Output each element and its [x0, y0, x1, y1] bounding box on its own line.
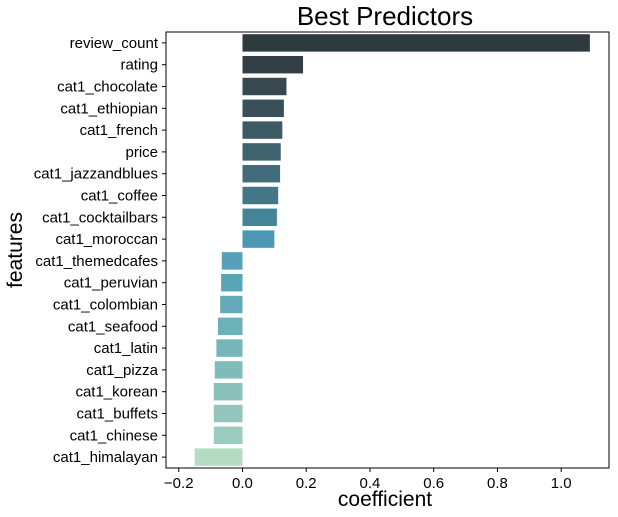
- bar-cat1-moroccan: [242, 230, 275, 248]
- x-axis-ticks: −0.2 0.0 0.2 0.4 0.6 0.8 1.0: [164, 468, 572, 492]
- bar-cat1-latin: [216, 339, 243, 357]
- x-axis-label: coefficient: [338, 488, 432, 511]
- x-tick-label: 1.0: [551, 475, 572, 492]
- bar-cat1-jazzandblues: [242, 164, 281, 183]
- y-tick-label: price: [125, 144, 158, 161]
- x-tick-label: 0.0: [232, 475, 253, 492]
- y-tick-label: review_count: [70, 35, 159, 52]
- y-tick-label: cat1_peruvian: [64, 275, 158, 292]
- bar-cat1-chocolate: [242, 77, 287, 96]
- y-tick-label: cat1_pizza: [86, 362, 158, 379]
- bar-cat1-colombian: [220, 295, 243, 314]
- y-tick-label: cat1_coffee: [81, 188, 158, 205]
- y-tick-label: cat1_korean: [75, 384, 158, 401]
- y-tick-label: cat1_moroccan: [55, 231, 158, 248]
- y-tick-label: cat1_buffets: [77, 406, 158, 423]
- bar-price: [242, 143, 281, 161]
- x-tick-label: 0.6: [423, 475, 444, 492]
- y-tick-label: cat1_themedcafes: [35, 253, 158, 270]
- bar-cat1-ethiopian: [242, 99, 284, 118]
- bar-cat1-french: [242, 121, 283, 139]
- bar-cat1-themedcafes: [221, 252, 243, 270]
- y-tick-label: cat1_seafood: [68, 318, 158, 335]
- bar-cat1-seafood: [217, 317, 243, 336]
- x-tick-label: −0.2: [164, 475, 194, 492]
- y-tick-label: cat1_himalayan: [53, 449, 158, 466]
- x-tick-label: 0.8: [487, 475, 508, 492]
- bar-cat1-cocktailbars: [242, 208, 277, 227]
- y-tick-label: cat1_french: [80, 122, 158, 139]
- chart-title: Best Predictors: [297, 1, 473, 31]
- x-tick-label: 0.2: [296, 475, 317, 492]
- bar-cat1-korean: [213, 382, 243, 401]
- y-tick-label: cat1_chinese: [70, 427, 158, 444]
- plot-frame: [165, 31, 610, 469]
- y-tick-label: cat1_latin: [94, 340, 158, 357]
- bar-rating: [242, 55, 304, 74]
- y-tick-label: cat1_jazzandblues: [34, 166, 158, 183]
- x-tick-label: 0.4: [360, 475, 381, 492]
- y-axis-label: features: [4, 212, 27, 288]
- bar-cat1-peruvian: [221, 273, 243, 292]
- y-tick-label: cat1_colombian: [53, 297, 158, 314]
- bar-review-count: [242, 34, 590, 52]
- bar-cat1-himalayan: [194, 448, 243, 466]
- bar-cat1-pizza: [214, 361, 243, 379]
- y-tick-label: cat1_cocktailbars: [42, 209, 158, 226]
- y-tick-label: cat1_chocolate: [57, 79, 158, 96]
- y-tick-label: rating: [120, 57, 158, 74]
- bar-cat1-coffee: [242, 186, 279, 205]
- bars-group: [194, 34, 590, 466]
- bar-cat1-chinese: [213, 426, 243, 445]
- bar-cat1-buffets: [213, 404, 243, 423]
- y-tick-label: cat1_ethiopian: [60, 100, 158, 117]
